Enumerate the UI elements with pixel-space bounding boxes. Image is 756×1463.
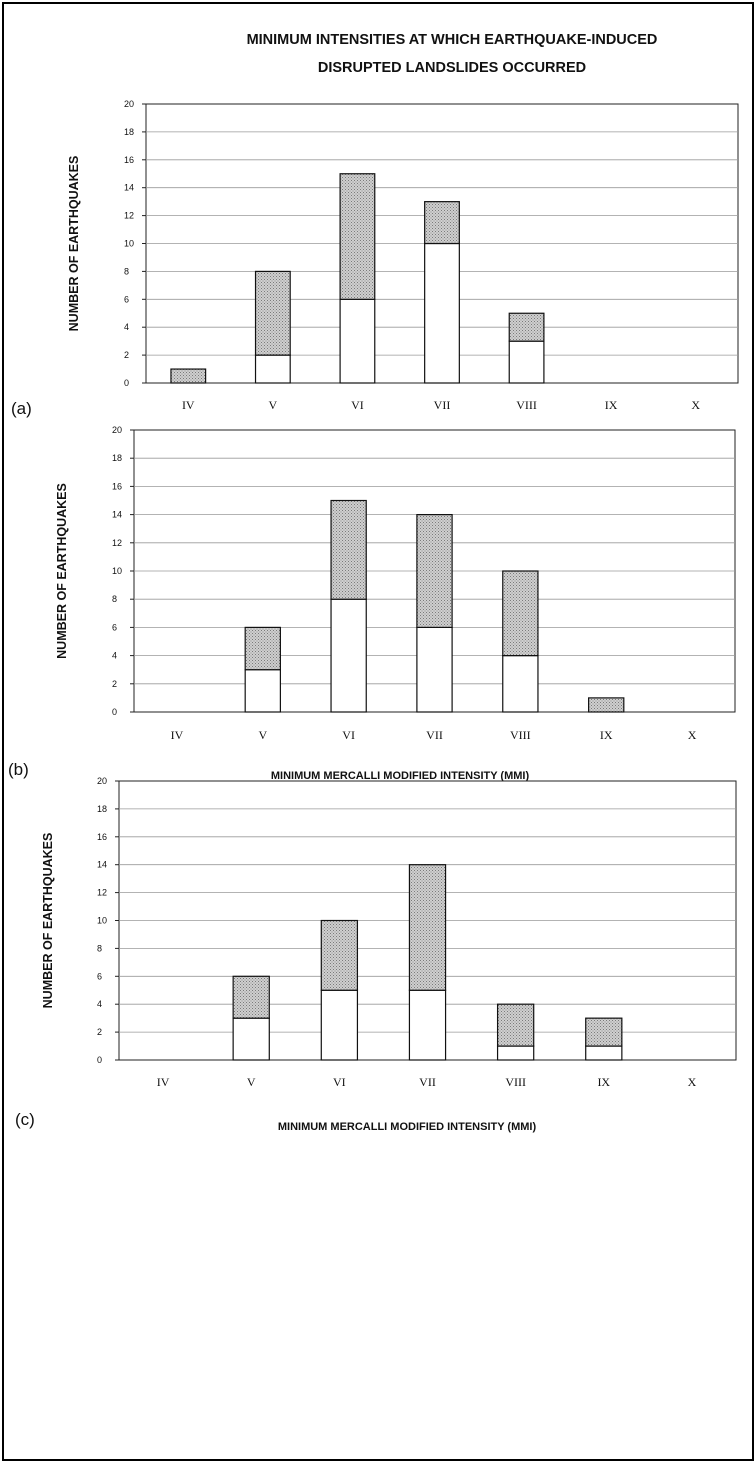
bar-VIII-segment-1 [508, 312, 545, 342]
y-tick-label: 2 [124, 350, 129, 360]
y-tick-label: 6 [97, 971, 102, 981]
x-category-label: IV [182, 398, 195, 412]
chart-title-line: DISRUPTED LANDSLIDES OCCURRED [318, 60, 586, 76]
y-tick-label: 14 [97, 860, 107, 870]
x-category-label: VIII [510, 728, 531, 742]
y-tick-label: 10 [112, 566, 122, 576]
y-tick-label: 4 [124, 322, 129, 332]
y-tick-label: 8 [112, 594, 117, 604]
x-category-label: V [258, 728, 267, 742]
y-axis-label: NUMBER OF EARTHQUAKES [41, 833, 55, 1009]
x-category-label: VI [333, 1075, 346, 1089]
x-category-label: VII [434, 398, 451, 412]
bar-VII-segment-1 [416, 513, 453, 628]
y-tick-label: 20 [97, 776, 107, 786]
x-category-label: VIII [516, 398, 537, 412]
y-tick-label: 10 [97, 916, 107, 926]
bar-IV-segment-1 [170, 368, 207, 384]
y-tick-label: 12 [112, 538, 122, 548]
x-category-label: IV [171, 728, 184, 742]
y-tick-label: 16 [112, 481, 122, 491]
bar-VI-segment-1 [339, 173, 376, 300]
x-category-label: X [691, 398, 700, 412]
x-category-label: V [247, 1075, 256, 1089]
panel-label: (c) [15, 1110, 35, 1129]
bar-VIII-segment-0 [496, 1045, 535, 1061]
y-tick-label: 4 [97, 999, 102, 1009]
x-category-label: X [688, 728, 697, 742]
x-category-label: IX [605, 398, 618, 412]
bar-IX-segment-1 [585, 1017, 623, 1047]
x-axis-label: MINIMUM MERCALLI MODIFIED INTENSITY (MMI… [278, 1121, 537, 1133]
bar-V-segment-0 [244, 669, 281, 713]
y-tick-label: 2 [112, 679, 117, 689]
x-category-label: VII [426, 728, 443, 742]
y-tick-label: 0 [124, 378, 129, 388]
bar-VI-segment-0 [320, 989, 359, 1061]
x-category-label: IV [157, 1075, 170, 1089]
y-tick-label: 16 [124, 155, 134, 165]
x-category-label: VIII [505, 1075, 526, 1089]
y-tick-label: 0 [112, 707, 117, 717]
bar-VII-segment-0 [424, 242, 460, 384]
bar-VII-segment-1 [424, 201, 460, 245]
y-tick-label: 8 [124, 266, 129, 276]
bar-VI-segment-0 [339, 298, 376, 384]
y-tick-label: 14 [124, 183, 134, 193]
bar-VIII-segment-0 [502, 654, 539, 713]
chart-panel-2: MINIMUM INTENSITIES AT WHICH EARTHQUAKE-… [15, 776, 737, 1133]
chart-title-line: MINIMUM INTENSITIES AT WHICH EARTHQUAKE-… [247, 32, 658, 48]
bar-VI-segment-0 [330, 598, 367, 713]
y-tick-label: 8 [97, 943, 102, 953]
x-category-label: V [269, 398, 278, 412]
y-axis-label: NUMBER OF EARTHQUAKES [67, 156, 81, 332]
bar-VII-segment-0 [408, 989, 447, 1061]
bar-VIII-segment-1 [496, 1003, 535, 1047]
bar-VIII-segment-1 [502, 570, 539, 657]
bar-VII-segment-1 [408, 864, 447, 991]
y-tick-label: 12 [124, 211, 134, 221]
panel-label: (b) [8, 760, 29, 779]
panel-label: (a) [11, 399, 32, 418]
y-tick-label: 4 [112, 651, 117, 661]
x-category-label: IX [600, 728, 613, 742]
chart-panel-1: MINIMUM INTENSITIES AT WHICH EARTHQUAKE-… [8, 425, 736, 782]
y-tick-label: 0 [97, 1055, 102, 1065]
x-category-label: VI [342, 728, 355, 742]
bar-V-segment-1 [232, 975, 270, 1019]
x-category-label: VI [351, 398, 364, 412]
y-tick-label: 16 [97, 832, 107, 842]
bar-VI-segment-1 [320, 919, 359, 991]
y-axis-label: NUMBER OF EARTHQUAKES [55, 483, 69, 659]
bar-V-segment-1 [244, 626, 281, 671]
bar-V-segment-0 [232, 1017, 270, 1061]
y-tick-label: 12 [97, 888, 107, 898]
y-tick-label: 10 [124, 239, 134, 249]
bar-V-segment-0 [254, 354, 291, 384]
bar-VII-segment-0 [416, 626, 453, 713]
y-tick-label: 20 [112, 425, 122, 435]
x-category-label: IX [597, 1075, 610, 1089]
y-tick-label: 2 [97, 1027, 102, 1037]
y-tick-label: 18 [112, 453, 122, 463]
y-tick-label: 6 [124, 294, 129, 304]
x-category-label: VII [419, 1075, 436, 1089]
y-tick-label: 6 [112, 622, 117, 632]
x-category-label: X [688, 1075, 697, 1089]
bar-VI-segment-1 [330, 499, 367, 600]
y-tick-label: 18 [97, 804, 107, 814]
chart-panel-0: MINIMUM INTENSITIES AT WHICH EARTHQUAKE-… [11, 32, 739, 451]
y-tick-label: 20 [124, 99, 134, 109]
bar-IX-segment-1 [588, 697, 625, 713]
y-tick-label: 18 [124, 127, 134, 137]
y-tick-label: 14 [112, 510, 122, 520]
bar-IX-segment-0 [585, 1045, 623, 1061]
x-axis-label: MINIMUM MERCALLI MODIFIED INTENSITY (MMI… [271, 770, 530, 782]
bar-VIII-segment-0 [508, 340, 545, 384]
bar-V-segment-1 [254, 270, 291, 356]
